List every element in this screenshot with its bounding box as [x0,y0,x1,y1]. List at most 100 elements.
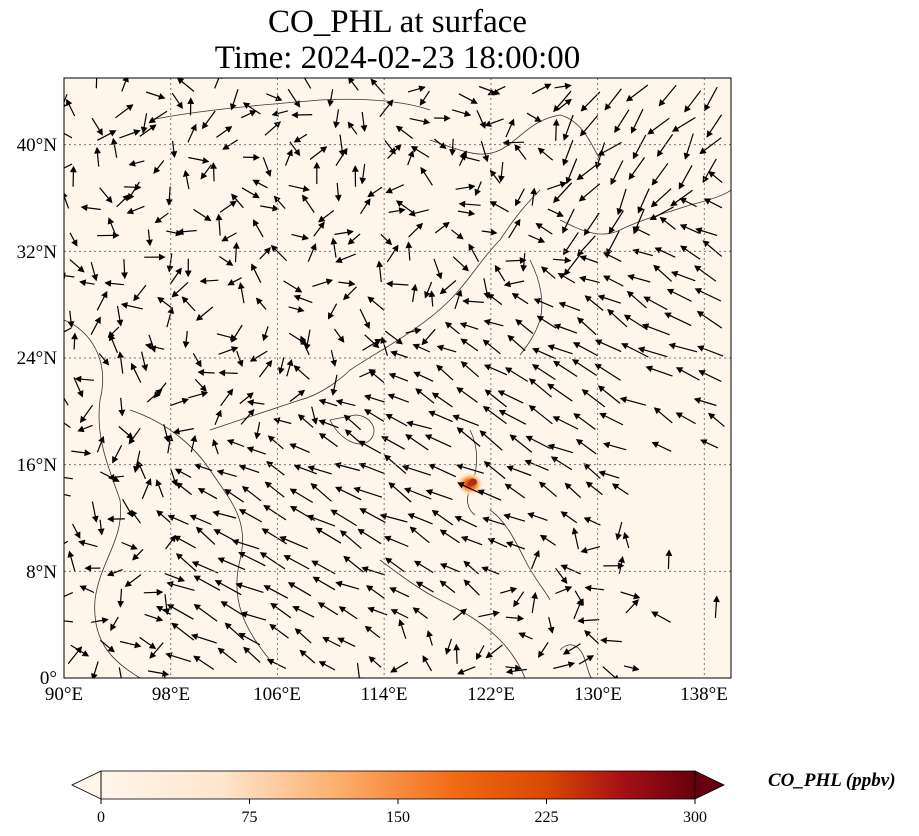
wind-arrow-head [337,335,345,343]
wind-arrow-shaft [64,422,71,428]
wind-arrow-head [552,118,560,126]
wind-arrow-shaft [64,476,73,480]
wind-arrow-head [237,282,245,290]
wind-arrow-head [154,216,162,224]
wind-arrow-head [310,243,317,251]
lon-tick-label: 106°E [253,684,301,705]
wind-arrow-head [149,124,157,132]
colorbar-tick-label: 75 [242,809,258,826]
wind-arrow-head [172,427,180,435]
wind-arrow-head [130,509,138,518]
wind-arrow-head [130,543,138,550]
wind-arrow-head [507,334,515,342]
wind-arrow-head [253,153,260,161]
wind-arrow-head [255,297,263,305]
wind-arrow-head [358,462,367,470]
wind-arrow-head [287,582,296,589]
wind-arrow-head [376,260,384,268]
lat-tick-label: 32°N [17,242,58,263]
lon-tick-label: 122°E [467,684,515,705]
wind-arrow-head [412,607,420,614]
wind-arrow-head [435,272,443,280]
wind-arrow-head [703,198,712,205]
wind-arrow-head [384,238,393,246]
wind-arrow-head [530,187,538,195]
wind-arrow-head [553,104,561,113]
wind-arrow-head [286,358,294,367]
wind-arrow-head [252,191,260,199]
wind-arrow-head [94,146,101,154]
wind-arrow-head [454,515,462,523]
wind-arrow-head [71,239,78,247]
wind-arrow-head [364,625,373,633]
wind-arrow-head [246,399,255,406]
colorbar-tick-label: 0 [97,809,105,826]
colorbar-tick-label: 300 [683,809,707,826]
wind-arrow-head [531,364,540,371]
wind-arrow-head [155,388,163,396]
wind-arrow-head [318,221,325,230]
wind-arrow-head [414,327,422,335]
wind-arrow-head [650,200,659,208]
wind-arrow-head [81,650,90,657]
wind-arrow-head [213,529,221,536]
wind-arrow-head [132,553,140,561]
wind-arrow-head [489,201,498,208]
wind-arrow-head [381,436,389,443]
wind-arrow-head [398,619,405,627]
wind-arrow-head [412,343,421,350]
wind-arrow-head [327,312,335,320]
wind-arrow-head [171,622,179,630]
wind-arrow-head [696,311,705,318]
wind-arrow-head [666,288,675,295]
wind-arrow-head [698,370,706,377]
wind-arrow-head [119,681,124,686]
wind-arrow-head [264,481,273,489]
lat-tick-label: 40°N [17,135,58,156]
wind-arrow-head [487,537,496,545]
wind-arrow-head [279,536,287,543]
wind-arrow-head [91,273,99,282]
wind-arrow-head [410,146,419,153]
wind-arrow-head [547,626,555,634]
wind-arrow-head [203,214,212,222]
wind-arrow-head [313,161,321,169]
wind-arrow-head [463,560,471,568]
wind-arrow-head [627,274,635,281]
wind-arrow-head [289,505,298,513]
wind-arrow-head [422,655,429,663]
wind-arrow-head [311,560,319,567]
wind-arrow-head [498,410,507,417]
wind-arrow-head [348,78,355,85]
wind-arrow-head [133,293,140,302]
wind-arrow-head [641,323,650,330]
wind-arrow-head [583,463,591,471]
wind-arrow-head [425,489,434,496]
wind-arrow-head [482,516,490,523]
wind-arrow-head [367,190,375,198]
wind-arrow-head [167,514,175,522]
wind-arrow-head [394,143,402,152]
wind-arrow-head [444,321,453,329]
wind-arrow-head [291,111,298,119]
wind-arrow-head [193,575,201,582]
wind-arrow-head [174,468,183,475]
wind-arrow-head [419,98,427,106]
wind-arrow-head [297,389,306,397]
wind-arrow-head [201,121,209,130]
wind-arrow-head [231,335,238,343]
wind-arrow-head [656,149,664,157]
wind-arrow-head [170,151,178,158]
wind-arrow-shaft [64,397,69,406]
wind-arrow-head [94,316,101,324]
wind-arrow-shaft [303,78,312,89]
wind-arrow-head [149,651,157,659]
wind-arrow-head [249,110,257,117]
wind-arrow-head [263,247,271,255]
wind-arrow-head [547,383,555,391]
wind-arrow-head [146,239,153,247]
wind-arrow-head [470,97,478,104]
wind-arrow-head [463,110,472,117]
wind-arrow-head [318,215,326,223]
wind-arrow-head [251,263,258,271]
